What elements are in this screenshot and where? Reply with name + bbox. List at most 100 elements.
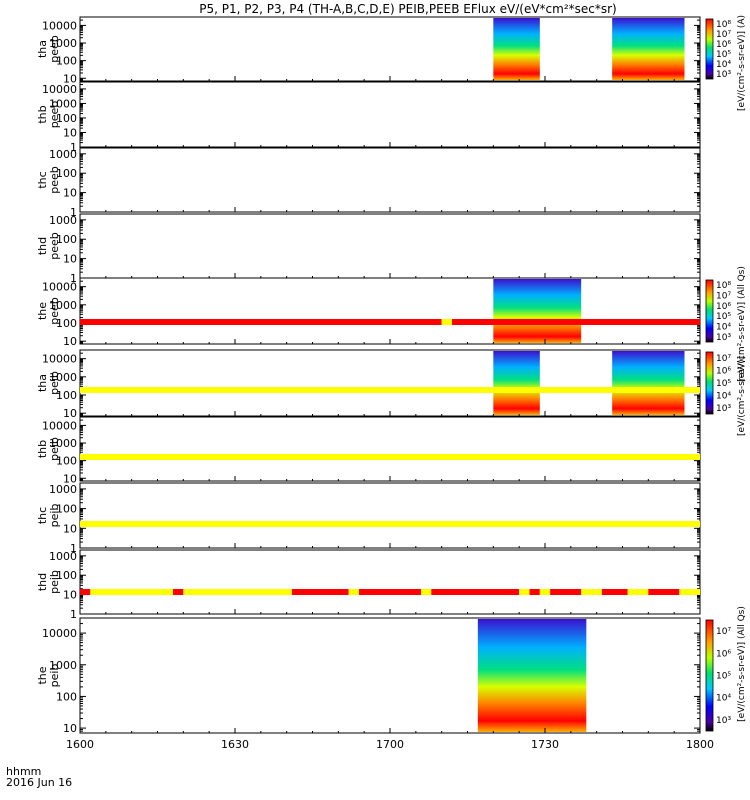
panel-frame [79,416,701,482]
y-tick-label: 100 [56,167,77,180]
status-bar-segment [291,589,349,595]
y-tick-label: 1000 [49,148,77,161]
status-bar-segment [539,589,551,595]
spectrogram-block [477,619,587,732]
panel-frame [79,277,701,345]
colorbar-tick-label: 10³ [716,333,731,343]
colorbar-label: [eV/(cm²-s-sr-eV)] (All Qs) [737,606,747,722]
panel-tha-peib: 10 100 1000 10000 tha peib 10³ 10⁴ 10⁵ 10⁶ 10⁷ [eV/… [36,349,747,436]
colorbar-tick-label: 10⁵ [716,379,731,389]
status-bar-segment [627,589,649,595]
y-tick-label: 10 [63,472,77,485]
panel-label-product: peib [48,437,61,461]
spectrogram-block [493,279,582,343]
panel-label-probe: thb [36,440,49,458]
y-tick-label: 10 [63,589,77,602]
panel-label-product: peib [48,371,61,395]
panel-label-product: peib [48,504,61,528]
status-bar [80,454,700,460]
panel-frame [79,482,701,549]
colorbar-tick-label: 10⁴ [716,323,731,333]
panel-label-probe: tha [36,374,49,392]
spectrogram-block [612,351,685,415]
colorbar-tick-label: 10⁷ [716,354,731,364]
panel-label-product: peeb [48,297,61,325]
y-tick-label: 100 [56,55,77,68]
colorbar-tick-label: 10⁵ [716,312,731,322]
y-tick-label: 1000 [49,214,77,227]
colorbar-tick-label: 10⁷ [716,627,731,637]
panel-label-probe: thc [36,171,49,188]
y-tick-label: 1 [70,542,77,555]
status-bar-segment [421,589,432,595]
status-bar [80,589,700,595]
y-tick-label: 100 [56,690,77,703]
colorbar-tick-label: 10³ [716,716,731,726]
status-bar-segment [80,521,700,527]
colorbar-tick-label: 10⁴ [716,694,731,704]
spectrogram-block [493,18,540,80]
spectrogram-block [612,18,685,80]
y-tick-label: 100 [56,233,77,246]
colorbar-tick-label: 10⁴ [716,391,731,401]
panel-label-product: peeb [48,101,61,129]
y-tick-label: 100 [56,389,77,402]
panel-frame [79,81,701,148]
colorbar [705,619,714,732]
colorbar-tick-label: 10⁵ [716,672,731,682]
panel-frame [79,147,701,213]
y-tick-label: 1 [70,608,77,621]
y-tick-label: 100 [56,569,77,582]
y-tick-label: 100 [56,112,77,125]
colorbar-tick-label: 10⁶ [716,302,731,312]
figure-title: P5, P1, P2, P3, P4 (TH-A,B,C,D,E) PEIB,P… [199,2,616,16]
y-tick-label: 10 [63,72,77,85]
colorbar [705,279,714,343]
panel-frame [79,349,701,417]
status-bar-segment [80,387,700,393]
colorbar-label: [eV/(cm²-s-sr-eV)] (All Qs) [737,266,747,382]
status-bar-segment [80,454,700,460]
y-tick-label: 10000 [42,627,77,640]
panel-label-probe: the [36,302,49,320]
status-bar-segment [452,319,700,325]
y-tick-label: 100 [56,455,77,468]
panel-label-probe: the [36,666,49,684]
y-tick-label: 10 [63,722,77,735]
status-bar-segment [550,589,582,595]
y-tick-label: 100 [56,503,77,516]
colorbar-tick-label: 10⁸ [716,281,731,291]
y-tick-label: 1000 [49,97,77,110]
y-tick-label: 10 [63,126,77,139]
y-tick-label: 1 [70,272,77,285]
panel-label-product: peeb [48,35,61,63]
y-tick-label: 10 [63,335,77,348]
panel-frame [79,16,701,82]
y-tick-label: 10000 [42,19,77,32]
spectrogram-block [493,351,540,415]
status-bar-segment [359,589,421,595]
status-bar-segment [183,589,292,595]
y-tick-label: 100 [56,317,77,330]
colorbar [705,351,714,415]
x-tick-label: 1800 [686,738,714,751]
y-tick-label: 1000 [49,483,77,496]
panel-frame [79,549,701,615]
panel-label-probe: thd [36,237,49,255]
status-bar-segment [441,319,452,325]
status-bar [80,319,700,325]
y-tick-label: 1000 [49,659,77,672]
colorbar-label: [eV/(cm²-s-sr-eV)] [737,356,747,436]
status-bar-segment [679,589,700,595]
y-tick-label: 10000 [42,83,77,96]
y-tick-label: 1000 [49,437,77,450]
x-axis-label-hhmm: hhmm [6,765,41,778]
